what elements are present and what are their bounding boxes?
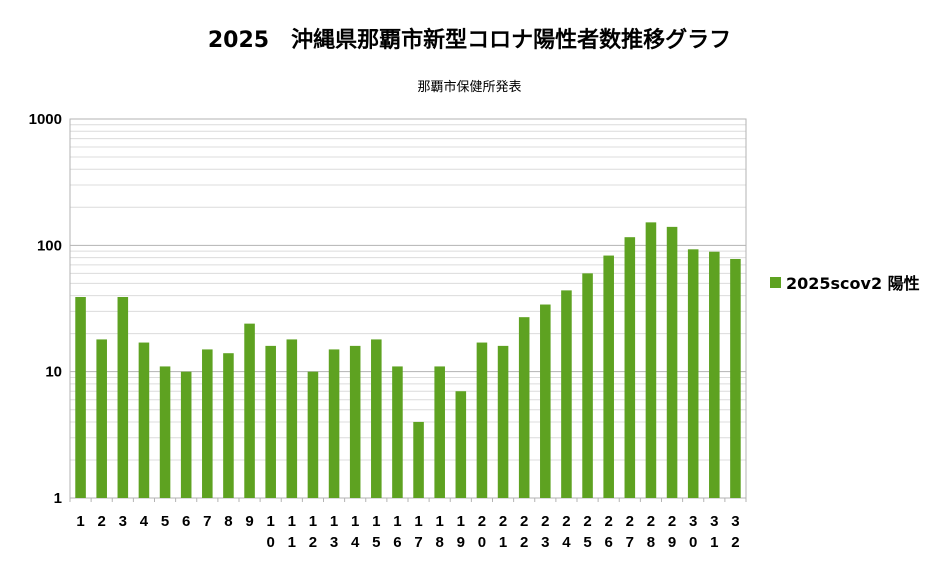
- bar: [666, 226, 678, 498]
- bar: [265, 345, 276, 498]
- bar: [455, 391, 467, 498]
- y-tick-label: 10: [45, 364, 62, 381]
- bar: [561, 290, 572, 498]
- bar: [687, 249, 699, 498]
- bar: [476, 342, 488, 498]
- bar: [371, 339, 382, 498]
- bar: [645, 222, 657, 499]
- bar: [307, 371, 319, 498]
- x-tick-label: 4: [140, 513, 149, 530]
- x-tick-label: 2: [98, 513, 106, 530]
- bar: [138, 342, 150, 498]
- bar: [518, 317, 530, 498]
- legend-label: 2025scov2 陽性: [786, 274, 920, 293]
- bar: [709, 251, 720, 498]
- x-tick-label: 6: [182, 513, 190, 530]
- bar: [117, 296, 129, 498]
- x-tick-label: 7: [203, 513, 211, 530]
- x-tick-label: 9: [245, 513, 253, 530]
- bar: [392, 366, 403, 498]
- x-tick-label: 8: [224, 513, 232, 530]
- x-tick-label: 5: [161, 513, 169, 530]
- bar: [603, 255, 614, 498]
- chart-title: 2025 沖縄県那覇市新型コロナ陽性者数推移グラフ: [207, 28, 732, 53]
- bar: [328, 349, 340, 498]
- x-tick-label: 1: [76, 513, 84, 530]
- legend: 2025scov2 陽性: [770, 270, 920, 294]
- bar: [223, 353, 234, 498]
- bar: [96, 339, 107, 498]
- x-tick-label: 3: [119, 513, 127, 530]
- y-tick-label: 1: [54, 490, 62, 507]
- y-tick-label: 1000: [29, 111, 62, 128]
- bar: [540, 304, 551, 498]
- bar: [244, 323, 255, 498]
- bar: [286, 339, 298, 498]
- bar: [349, 345, 361, 498]
- bar: [75, 296, 86, 498]
- bar: [624, 237, 636, 499]
- bar: [413, 421, 424, 498]
- legend-swatch: [770, 276, 781, 288]
- bar: [159, 366, 171, 498]
- bar: [180, 371, 192, 498]
- bar: [497, 345, 509, 498]
- chart-subtitle: 那覇市保健所発表: [417, 80, 522, 95]
- bar: [582, 273, 593, 498]
- bar: [202, 349, 213, 498]
- plot-frame: [69, 118, 747, 499]
- y-tick-label: 100: [37, 237, 62, 254]
- bar: [434, 366, 445, 498]
- bar: [730, 258, 741, 498]
